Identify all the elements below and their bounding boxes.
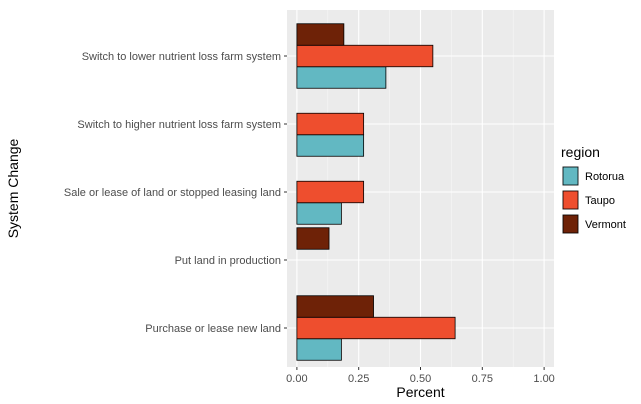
x-tick-label: 0.25 bbox=[348, 373, 369, 385]
legend-label-rotorua: Rotorua bbox=[585, 171, 625, 183]
y-tick-label: Put land in production bbox=[175, 255, 281, 267]
bar-vermont-1 bbox=[296, 227, 330, 250]
y-tick-label: Switch to lower nutrient loss farm syste… bbox=[82, 51, 281, 63]
bar-vermont-4 bbox=[296, 23, 345, 46]
y-tick-label: Switch to higher nutrient loss farm syst… bbox=[77, 119, 281, 131]
legend-swatch-taupo bbox=[562, 190, 579, 210]
bar-taupo-4 bbox=[296, 44, 434, 68]
legend-title: region bbox=[561, 144, 600, 160]
legend-label-vermont: Vermont bbox=[585, 219, 626, 231]
bar-vermont-0 bbox=[296, 295, 374, 318]
y-tick-label: Purchase or lease new land bbox=[145, 323, 281, 335]
legend-swatch-vermont bbox=[562, 214, 579, 234]
bar-rotorua-4 bbox=[296, 66, 387, 89]
legend-label-taupo: Taupo bbox=[585, 195, 615, 207]
y-tick-label: Sale or lease of land or stopped leasing… bbox=[64, 187, 281, 199]
x-axis-ticks: 0.00 0.25 0.50 0.75 1.00 bbox=[286, 367, 555, 385]
bar-taupo-3 bbox=[296, 112, 365, 136]
x-tick-label: 1.00 bbox=[533, 373, 554, 385]
bar-taupo-2 bbox=[296, 180, 365, 204]
x-tick-label: 0.00 bbox=[286, 373, 307, 385]
bar-rotorua-3 bbox=[296, 134, 365, 157]
bar-taupo-0 bbox=[296, 316, 456, 340]
x-tick-label: 0.50 bbox=[410, 373, 431, 385]
x-tick-label: 0.75 bbox=[472, 373, 493, 385]
legend: region Rotorua Taupo Vermont bbox=[561, 144, 626, 234]
y-axis-title: System Change bbox=[5, 138, 21, 238]
x-axis-title: Percent bbox=[396, 384, 444, 400]
bar-rotorua-2 bbox=[296, 202, 342, 225]
bar-rotorua-0 bbox=[296, 338, 342, 361]
legend-swatch-rotorua bbox=[562, 166, 579, 186]
y-axis-ticks: Purchase or lease new land Put land in pr… bbox=[64, 51, 287, 335]
bars bbox=[296, 23, 456, 361]
